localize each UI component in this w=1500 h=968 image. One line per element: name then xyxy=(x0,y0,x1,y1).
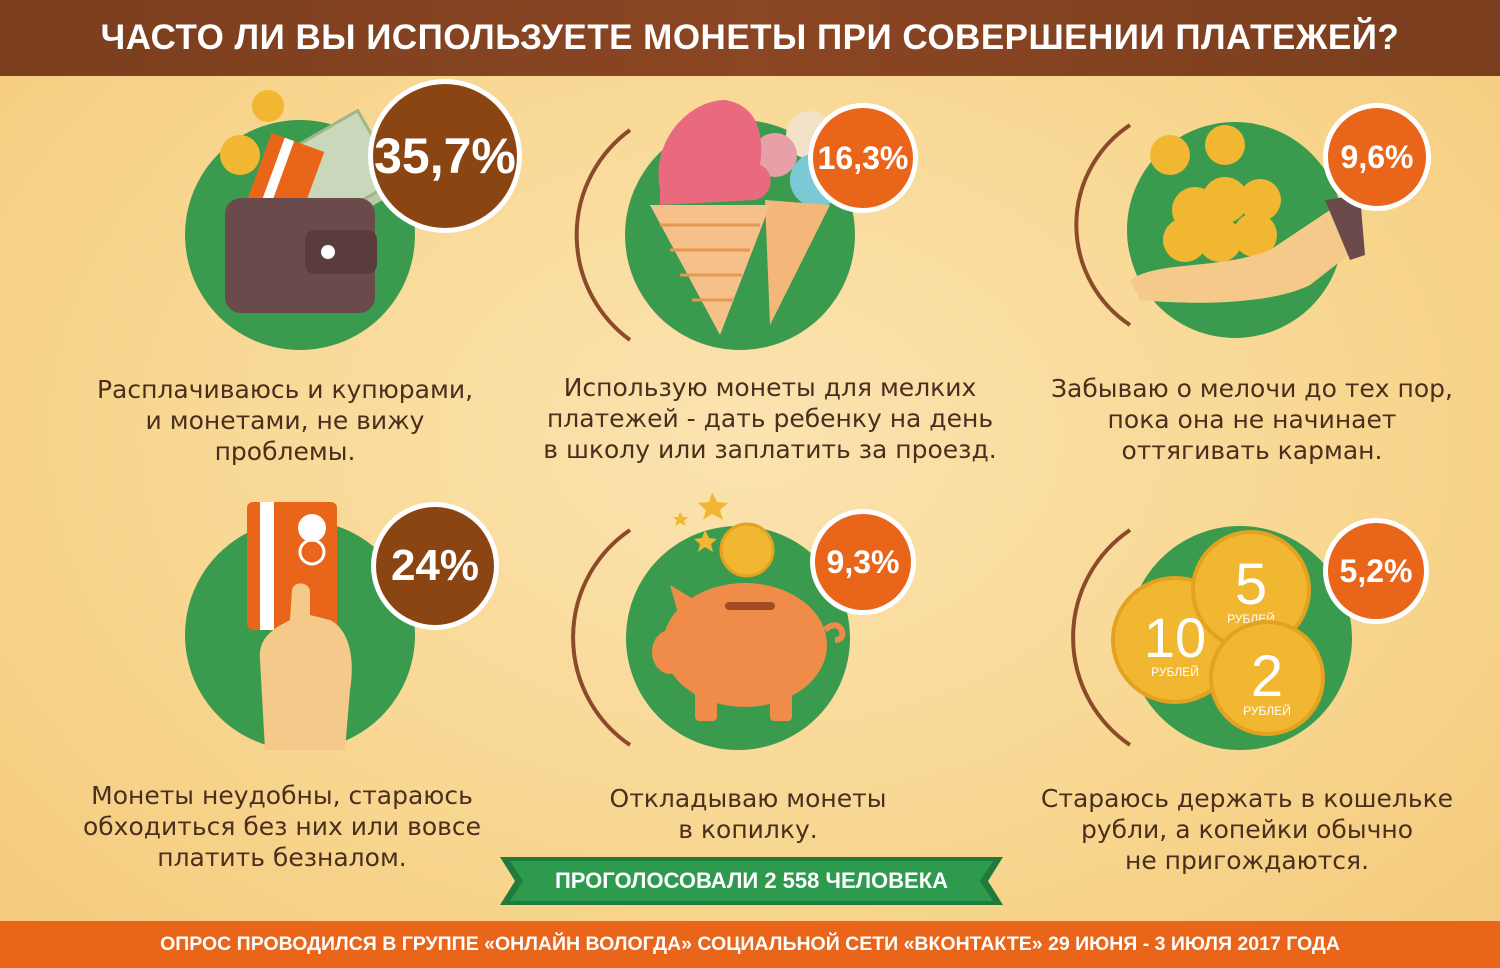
votes-ribbon: ПРОГОЛОСОВАЛИ 2 558 ЧЕЛОВЕКА xyxy=(500,857,1003,905)
option-caption: Использую монеты для мелких платежей - да… xyxy=(543,373,997,464)
svg-text:5: 5 xyxy=(1235,552,1267,617)
header-bar: ЧАСТО ЛИ ВЫ ИСПОЛЬЗУЕТЕ МОНЕТЫ ПРИ СОВЕР… xyxy=(0,0,1500,76)
ice-cream-icon xyxy=(574,100,855,350)
percent-badge: 9,6% xyxy=(1328,108,1426,206)
survey-source: ОПРОС ПРОВОДИЛСЯ В ГРУППЕ «ОНЛАЙН ВОЛОГД… xyxy=(160,933,1340,955)
percent-badge: 16,3% xyxy=(813,108,913,208)
wallet-icon xyxy=(185,90,415,350)
option-caption: Откладываю монеты в копилку. xyxy=(609,784,887,844)
option-card-1: 35,7% Расплачиваюсь и купюрами, и монетам… xyxy=(60,80,520,500)
coin-2: 2 РУБЛЕЙ xyxy=(1209,620,1325,736)
footer-bar: ОПРОС ПРОВОДИЛСЯ В ГРУППЕ «ОНЛАЙН ВОЛОГД… xyxy=(0,921,1500,968)
percent-badge: 35,7% xyxy=(373,84,517,228)
svg-text:РУБЛЕЙ: РУБЛЕЙ xyxy=(1243,703,1291,718)
svg-text:10: 10 xyxy=(1144,606,1206,669)
piggy-bank-icon xyxy=(571,492,850,750)
svg-text:2: 2 xyxy=(1251,644,1283,709)
coin-5: 5 РУБЛЕЙ xyxy=(1191,530,1311,650)
percent-badge: 5,2% xyxy=(1328,523,1424,619)
option-caption: Забываю о мелочи до тех пор, пока она не … xyxy=(1051,374,1453,465)
option-card-5: 9,3% Откладываю монеты в копилку. xyxy=(520,490,980,910)
option-card-2: 16,3% Использую монеты для мелких платеже… xyxy=(520,80,997,500)
ruble-coins-icon: 10 РУБЛЕЙ 5 РУБЛЕЙ 2 РУБЛЕЙ xyxy=(1071,526,1352,750)
option-caption: Расплачиваюсь и купюрами, и монетами, не … xyxy=(96,375,474,466)
svg-text:РУБЛЕЙ: РУБЛЕЙ xyxy=(1151,664,1199,679)
percent-badge: 9,3% xyxy=(815,514,911,610)
option-card-3: 9,6% Забываю о мелочи до тех пор, пока он… xyxy=(1020,80,1480,500)
option-card-4: 24% Монеты неудобны, стараюсь обходиться … xyxy=(60,490,520,910)
card-hand-icon xyxy=(185,502,415,750)
option-caption: Монеты неудобны, стараюсь обходиться без … xyxy=(82,781,482,872)
page-title: ЧАСТО ЛИ ВЫ ИСПОЛЬЗУЕТЕ МОНЕТЫ ПРИ СОВЕР… xyxy=(100,18,1400,57)
option-caption: Стараюсь держать в кошельке рубли, а копе… xyxy=(1040,784,1454,875)
hand-coins-icon xyxy=(1074,122,1365,338)
option-card-6: 10 РУБЛЕЙ 5 РУБЛЕЙ 2 РУБЛЕЙ 5,2% Стараюс… xyxy=(1020,490,1480,910)
votes-count: ПРОГОЛОСОВАЛИ 2 558 ЧЕЛОВЕКА xyxy=(554,868,949,893)
percent-badge: 24% xyxy=(376,507,494,625)
